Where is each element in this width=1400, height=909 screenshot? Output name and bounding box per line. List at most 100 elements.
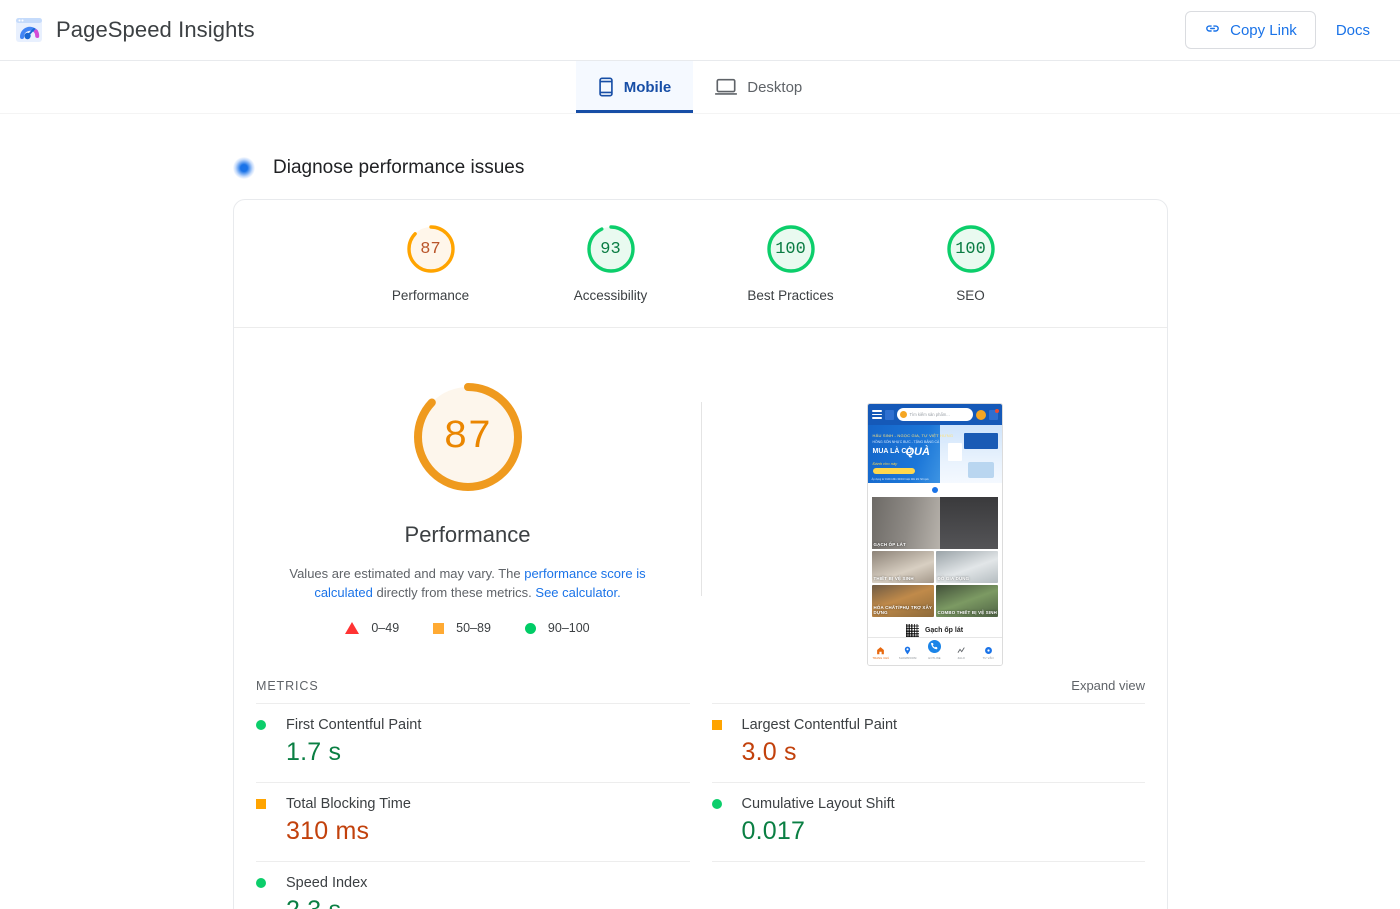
metric-total-blocking-time[interactable]: Total Blocking Time 310 ms xyxy=(256,782,690,861)
square-icon xyxy=(433,622,445,634)
metric-header: Largest Contentful Paint xyxy=(711,717,1146,733)
score-overview: 87 Performance Values are estimated and … xyxy=(234,328,1167,672)
brand: PageSpeed Insights xyxy=(14,15,255,45)
score-desc-middle: directly from these metrics. xyxy=(372,585,536,600)
legend-item-average: 50–89 xyxy=(433,621,491,635)
thumb-section-title: Gạch ốp lát xyxy=(924,627,964,634)
metrics-grid: First Contentful Paint 1.7 s Largest Con… xyxy=(234,703,1167,909)
circle-icon xyxy=(524,622,536,634)
gauge-value-seo: 100 xyxy=(955,239,986,259)
metric-speed-index[interactable]: Speed Index 2.3 s xyxy=(256,861,690,909)
home-icon xyxy=(877,646,885,654)
score-desc-before: Values are estimated and may vary. The xyxy=(289,566,525,581)
legend-range-poor: 0–49 xyxy=(371,621,400,635)
thumb-tile-caption: THIẾT BỊ VỆ SINH xyxy=(873,576,914,581)
metric-value: 3.0 s xyxy=(741,738,797,766)
thumb-nav-hotline: HOTLINE xyxy=(921,638,947,660)
link-icon xyxy=(1204,20,1221,41)
gauge-ring-best-practices: 100 xyxy=(764,222,818,276)
gauge-ring-seo: 100 xyxy=(944,222,998,276)
search-icon xyxy=(899,411,907,418)
tab-desktop-label: Desktop xyxy=(747,78,803,96)
legend-item-good: 90–100 xyxy=(524,621,590,635)
thumb-carousel-dots xyxy=(867,483,1002,497)
metric-value: 1.7 s xyxy=(286,738,342,766)
form-factor-tabs: Mobile Desktop xyxy=(0,61,1400,113)
tab-mobile-label: Mobile xyxy=(623,78,672,96)
score-legend: 0–49 50–89 90–100 xyxy=(345,621,590,635)
legend-item-poor: 0–49 xyxy=(345,621,399,635)
gauge-value-best-practices: 100 xyxy=(775,239,806,259)
thumb-nav-support-label: TƯ VẤN xyxy=(982,656,994,660)
metric-name: Speed Index xyxy=(286,875,368,891)
thumb-banner-cta xyxy=(872,468,915,474)
hamburger-menu-icon xyxy=(871,410,882,419)
location-pin-icon xyxy=(904,646,911,654)
metric-header: Total Blocking Time xyxy=(256,796,690,812)
thumb-tile: THIẾT BỊ VỆ SINH xyxy=(871,551,934,583)
metric-cumulative-layout-shift[interactable]: Cumulative Layout Shift 0.017 xyxy=(711,782,1146,861)
tab-mobile[interactable]: Mobile xyxy=(575,61,694,113)
tab-desktop[interactable]: Desktop xyxy=(693,61,824,113)
zalo-icon xyxy=(957,646,965,653)
gauge-accessibility[interactable]: 93 Accessibility xyxy=(551,222,671,303)
metrics-section: METRICS Expand view First Contentful Pai… xyxy=(234,672,1167,909)
gauge-label-accessibility: Accessibility xyxy=(573,288,648,303)
final-screenshot-panel: Tìm kiếm sản phẩm... HẮU SINH - NGỌC GIA… xyxy=(702,360,1167,666)
metric-grid-filler xyxy=(711,861,1145,909)
thumb-tile-caption: HÓA CHẤT/PHỤ TRỢ XÂY DỰNG xyxy=(873,605,932,615)
thumb-banner-line2: HỒNG SỐN NHỰC BƯC - TẶNG BẢNG CÀ CHÂN xyxy=(872,440,950,444)
gauge-value-accessibility: 93 xyxy=(600,239,621,259)
gauge-seo[interactable]: 100 SEO xyxy=(911,222,1031,303)
thumb-tile: ĐỒ GIA DỤNG xyxy=(935,551,998,583)
metric-name: First Contentful Paint xyxy=(286,717,422,733)
see-calculator-link[interactable]: See calculator. xyxy=(535,585,621,600)
thumb-banner-line5: Đánh cho này xyxy=(872,461,898,466)
diagnose-heading: Diagnose performance issues xyxy=(233,157,524,179)
thumb-section-header: Gạch ốp lát xyxy=(868,624,1002,637)
thumb-banner-storefront xyxy=(963,433,998,449)
performance-score-link[interactable]: performance score is calculated xyxy=(314,566,646,600)
thumb-category-grid: THIẾT BỊ VỆ SINH ĐỒ GIA DỤNG HÓA CHẤT/PH… xyxy=(871,551,998,617)
thumb-tile-caption: COMBO THIẾT BỊ VỆ SINH xyxy=(937,610,998,615)
copy-link-button[interactable]: Copy Link xyxy=(1185,11,1316,49)
mobile-phone-icon xyxy=(598,77,614,97)
desktop-monitor-icon xyxy=(715,77,738,97)
thumb-nav-hotline-label: HOTLINE xyxy=(928,657,941,660)
status-square-icon xyxy=(711,720,722,730)
gauge-ring-accessibility: 93 xyxy=(584,222,638,276)
thumb-nav-support: TƯ VẤN xyxy=(975,646,1001,660)
metric-value: 310 ms xyxy=(286,817,370,845)
main-score-gauge: 87 xyxy=(409,378,527,496)
copy-link-label: Copy Link xyxy=(1230,21,1297,39)
status-circle-icon xyxy=(711,799,722,809)
phone-icon xyxy=(925,638,943,655)
triangle-icon xyxy=(345,622,360,634)
thumb-nav-zalo: ZALO xyxy=(948,646,974,660)
report-card: 87 Performance 93 Accessibility xyxy=(233,199,1168,909)
thumb-nav-showroom-label: SHOWROOM xyxy=(898,656,917,660)
metric-name: Total Blocking Time xyxy=(286,796,411,812)
page-scroll-area: Diagnose performance issues Mobile Deskt… xyxy=(0,61,1400,909)
thumb-hero-tile: GẠCH ỐP LÁT xyxy=(871,497,998,549)
app-header: PageSpeed Insights Copy Link Docs xyxy=(0,0,1400,61)
metric-name: Largest Contentful Paint xyxy=(741,717,898,733)
support-icon xyxy=(984,646,992,654)
bullet-icon xyxy=(233,157,255,179)
qr-code-icon xyxy=(905,624,919,637)
legend-range-average: 50–89 xyxy=(456,621,491,635)
metric-header: First Contentful Paint xyxy=(256,717,690,733)
header-actions: Copy Link Docs xyxy=(1185,11,1380,49)
metric-largest-contentful-paint[interactable]: Largest Contentful Paint 3.0 s xyxy=(711,703,1146,782)
gauge-best-practices[interactable]: 100 Best Practices xyxy=(731,222,851,303)
thumb-search-placeholder: Tìm kiếm sản phẩm... xyxy=(909,412,950,417)
cart-icon xyxy=(988,408,999,420)
expand-view-button[interactable]: Expand view xyxy=(1071,678,1145,693)
metric-first-contentful-paint[interactable]: First Contentful Paint 1.7 s xyxy=(256,703,690,782)
docs-link[interactable]: Docs xyxy=(1335,21,1370,39)
status-circle-icon xyxy=(256,878,266,888)
carousel-dot-icon xyxy=(931,487,938,493)
gauge-performance[interactable]: 87 Performance xyxy=(371,222,491,303)
main-score-value: 87 xyxy=(443,414,492,460)
metric-header: Cumulative Layout Shift xyxy=(711,796,1146,812)
